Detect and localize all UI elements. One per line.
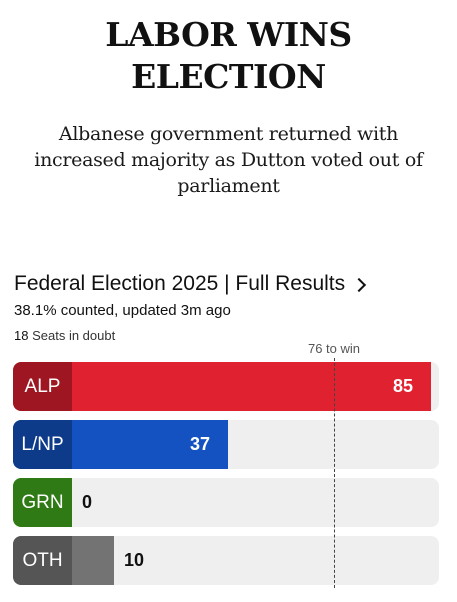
- party-bar-row[interactable]: OTH 10: [13, 536, 439, 585]
- full-results-link[interactable]: Federal Election 2025 | Full Results: [14, 270, 367, 298]
- win-threshold-line: [334, 358, 335, 588]
- seats-in-doubt-count: 18: [14, 328, 29, 343]
- seat-bar-chart: ALP 85 L/NP 37 GRN 0 OTH 10: [13, 362, 439, 594]
- win-threshold-label: 76 to win: [307, 341, 361, 356]
- party-bar: [13, 362, 431, 411]
- headline-line-2: ELECTION: [131, 57, 326, 96]
- party-seat-value: 10: [124, 550, 145, 570]
- party-bar-row[interactable]: ALP 85: [13, 362, 439, 411]
- party-code-label: ALP: [13, 362, 72, 411]
- counted-status: 38.1% counted, updated 3m ago: [14, 302, 231, 319]
- headline-line-1: LABOR WINS: [105, 15, 352, 54]
- seats-in-doubt: 18 Seats in doubt: [14, 327, 115, 344]
- party-seat-value: 37: [189, 434, 210, 454]
- party-seat-value: 85: [392, 376, 413, 396]
- party-bar-row[interactable]: GRN 0: [13, 478, 439, 527]
- chevron-right-icon: [352, 277, 367, 292]
- seats-in-doubt-label: Seats in doubt: [32, 328, 116, 343]
- party-code-label: OTH: [13, 536, 72, 585]
- party-bar-row[interactable]: L/NP 37: [13, 420, 439, 469]
- party-code-label: GRN: [13, 478, 72, 527]
- headline: LABOR WINS ELECTION: [0, 14, 457, 98]
- results-title: Federal Election 2025 | Full Results: [14, 272, 346, 295]
- party-code-label: L/NP: [13, 420, 72, 469]
- party-seat-value: 0: [82, 492, 93, 512]
- subheadline: Albanese government returned with increa…: [34, 123, 423, 197]
